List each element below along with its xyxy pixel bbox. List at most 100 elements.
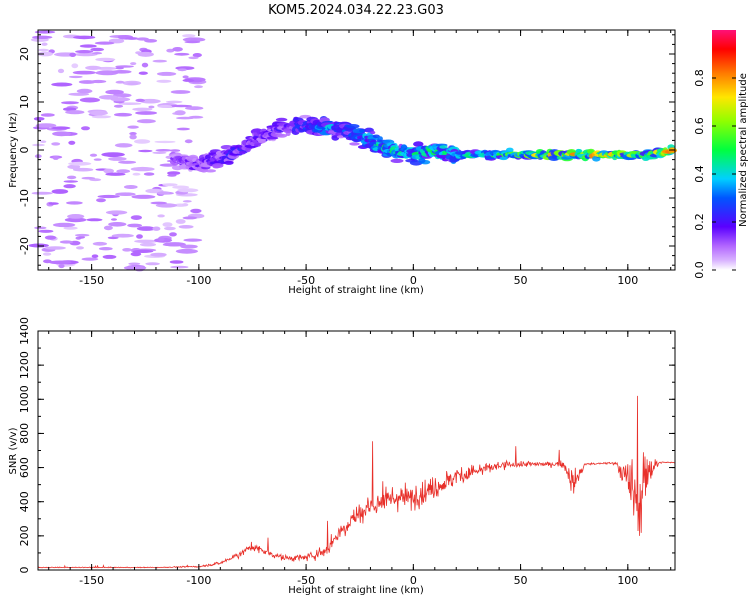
x-tick-label: 100 xyxy=(617,574,638,587)
spectrogram-cell xyxy=(182,75,189,79)
spectrogram-cell xyxy=(63,226,78,230)
spectrogram-cell xyxy=(145,262,160,266)
spectrogram-cell xyxy=(111,70,132,74)
spectrogram-cell xyxy=(135,111,158,115)
spectrogram-cell xyxy=(182,34,196,38)
spectrogram-cell xyxy=(92,241,108,246)
spectrogram-cell xyxy=(170,265,189,269)
spectrogram-cell xyxy=(177,188,199,193)
spectrogram-cell xyxy=(72,70,96,75)
spectrogram-cell xyxy=(91,115,112,119)
spectrogram-cell xyxy=(58,264,65,269)
spectrogram-cell xyxy=(165,100,183,104)
colorbar-tick-label: 0.4 xyxy=(693,165,706,183)
spectrogram-cell xyxy=(170,104,193,108)
spectrogram-cell xyxy=(138,149,153,153)
snr-frame xyxy=(37,330,676,571)
spectrogram-cell xyxy=(130,252,142,257)
spectrogram-cell xyxy=(139,98,161,104)
spectrogram-cell xyxy=(148,105,155,109)
spectrogram-cell xyxy=(254,143,261,147)
spectrogram-cell xyxy=(89,110,108,116)
spectrogram-cell xyxy=(184,139,193,144)
x-tick-label: 50 xyxy=(514,574,528,587)
spectrogram-xlabel: Height of straight line (km) xyxy=(288,285,424,296)
spectrogram-cell xyxy=(63,184,76,189)
spectrogram-cell xyxy=(245,147,251,153)
spectrogram-cell xyxy=(115,66,124,70)
spectrogram-cell xyxy=(359,128,366,133)
spectrogram-cell xyxy=(190,208,202,214)
spectrogram-cell xyxy=(76,88,93,94)
colorbar: 0.0 0.2 0.4 0.6 0.8 Normalized spectral ampl… xyxy=(693,30,749,279)
spectrogram-cell xyxy=(346,124,360,129)
y-tick-label: 600 xyxy=(18,457,31,478)
spectrogram-cell xyxy=(93,158,102,161)
spectrogram-cell xyxy=(174,52,190,56)
spectrogram-cell xyxy=(86,218,103,222)
spectrogram-cell xyxy=(177,68,187,72)
spectrogram-cell xyxy=(139,242,157,247)
spectrogram-cell xyxy=(97,194,120,199)
y-tick-label: 200 xyxy=(18,525,31,546)
spectrogram-cell xyxy=(134,139,151,144)
spectrogram-cell xyxy=(68,140,76,145)
spectrogram-cell xyxy=(188,56,199,60)
spectrogram-cell xyxy=(174,110,186,116)
spectrogram-cell xyxy=(155,149,172,152)
spectrogram-cell xyxy=(169,149,181,152)
snr-xlabel: Height of straight line (km) xyxy=(288,585,424,596)
spectrogram-cell xyxy=(134,239,158,243)
spectrogram-cell xyxy=(65,110,85,115)
spectrogram-cell xyxy=(128,262,141,266)
y-tick-label: 0 xyxy=(18,147,31,154)
spectrogram-cell xyxy=(105,89,124,95)
spectrogram-cell xyxy=(32,35,53,39)
spectrogram-cell xyxy=(156,71,177,76)
spectrogram-cell xyxy=(154,140,176,144)
spectrogram-cell xyxy=(172,47,183,52)
spectrogram-cell xyxy=(48,260,72,265)
spectrogram-cell xyxy=(79,44,97,48)
spectrogram-cell xyxy=(81,257,99,261)
spectrogram-cell xyxy=(57,68,65,74)
spectrogram-cell xyxy=(152,59,168,63)
spectrogram-cell xyxy=(162,183,178,187)
spectrogram-cell xyxy=(92,52,103,55)
spectrogram-cell xyxy=(276,133,288,138)
spectrogram-cell xyxy=(499,156,508,161)
spectrogram-cell xyxy=(157,214,165,218)
spectrogram-cell xyxy=(182,200,192,203)
spectrogram-cell xyxy=(178,225,194,229)
colorbar-tick-label: 0.8 xyxy=(693,69,706,87)
spectrogram-cell xyxy=(123,185,138,189)
spectrogram-cell xyxy=(138,71,148,75)
spectrogram-cell xyxy=(118,102,142,105)
spectrogram-cell xyxy=(167,171,181,176)
spectrogram-cell xyxy=(390,158,404,163)
snr-ticks: -150 -100 -50 0 50 10002004006008001000120014… xyxy=(18,317,675,587)
spectrogram-cell xyxy=(31,191,53,195)
spectrogram-cell xyxy=(73,35,96,40)
x-tick-label: -50 xyxy=(297,274,315,287)
spectrogram-cell xyxy=(275,117,288,122)
spectrogram-cell xyxy=(95,57,116,62)
spectrogram-cell xyxy=(61,101,79,105)
spectrogram-cell xyxy=(51,126,71,130)
spectrogram-cell xyxy=(183,238,203,242)
spectrogram-cell xyxy=(43,252,52,256)
spectrogram-cell xyxy=(336,135,345,139)
spectrogram-cell xyxy=(136,226,156,231)
spectrogram-cell xyxy=(37,51,53,57)
spectrogram-cell xyxy=(63,180,78,183)
spectrogram-cell xyxy=(143,172,155,176)
y-tick-label: -20 xyxy=(18,237,31,255)
spectrogram-cell xyxy=(79,97,100,103)
spectrogram-cell xyxy=(75,50,94,54)
x-tick-label: 0 xyxy=(410,574,417,587)
spectrogram-cell xyxy=(91,254,99,258)
y-tick-label: 0 xyxy=(18,567,31,574)
x-tick-label: 100 xyxy=(617,274,638,287)
